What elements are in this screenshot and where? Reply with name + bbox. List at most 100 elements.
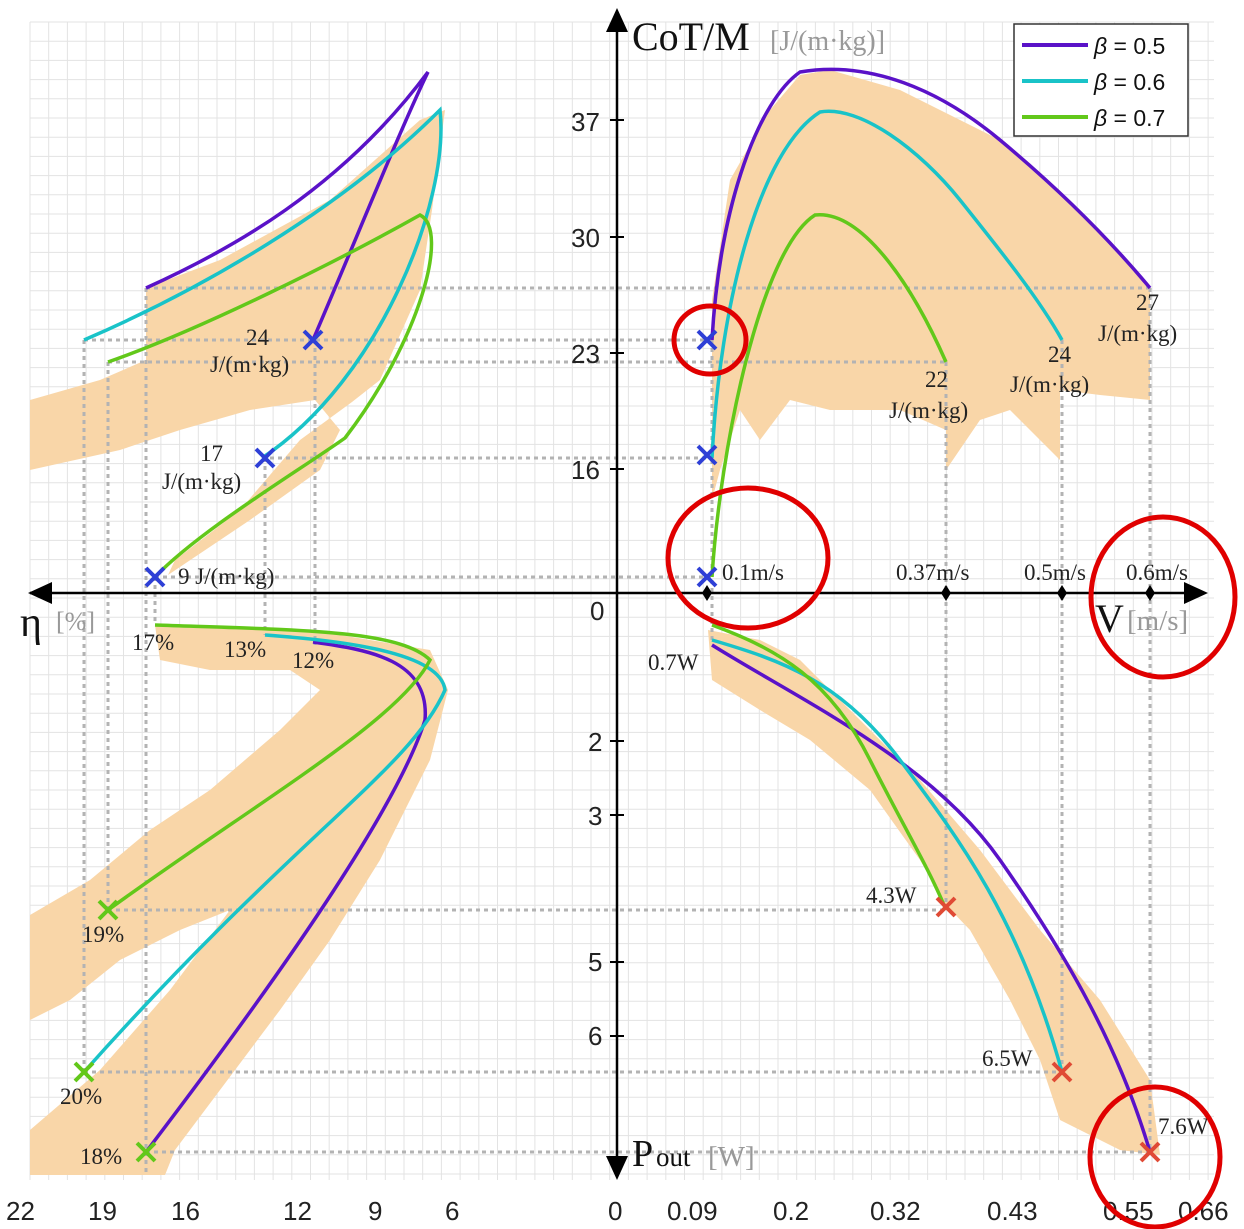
efficiency-value-label: 20% bbox=[60, 1084, 102, 1109]
series-line bbox=[711, 643, 1152, 1153]
start-marker bbox=[696, 566, 718, 588]
guide-lines bbox=[82, 286, 1152, 1175]
y-top-axis-title: CoT/M bbox=[632, 14, 750, 59]
highlight-circle bbox=[1087, 1084, 1223, 1229]
cot-end-label: J/(m·kg) bbox=[1010, 372, 1089, 397]
series-line bbox=[711, 638, 1064, 1073]
end-marker bbox=[935, 896, 957, 918]
series-line bbox=[711, 623, 948, 911]
power-value-label: 0.7W bbox=[648, 650, 699, 675]
series-line bbox=[106, 623, 433, 912]
uncertainty-band bbox=[30, 625, 448, 1175]
uncertainty-band bbox=[30, 110, 445, 575]
legend-label: β = 0.5 bbox=[1093, 33, 1165, 59]
velocity-tick-label: 0.32 bbox=[870, 1196, 921, 1226]
uncertainty-band bbox=[708, 630, 1160, 1155]
cot-tick-label: 30 bbox=[571, 223, 600, 253]
cot-start-label: J/(m·kg) bbox=[162, 469, 241, 494]
uncertainty-band bbox=[712, 70, 1150, 500]
start-marker bbox=[696, 329, 718, 351]
velocity-value-label: 0.1m/s bbox=[722, 560, 784, 585]
axes bbox=[28, 8, 1208, 1180]
efficiency-tick-label: 6 bbox=[445, 1196, 459, 1226]
velocity-tick-diamond bbox=[702, 585, 712, 601]
velocity-value-label: 0.37m/s bbox=[896, 560, 970, 585]
up-arrow bbox=[606, 8, 628, 32]
velocity-value-label: 0.5m/s bbox=[1024, 560, 1086, 585]
legend-label: β = 0.7 bbox=[1093, 105, 1165, 131]
series-line bbox=[82, 633, 447, 1074]
power-value-label: 6.5W bbox=[982, 1046, 1033, 1071]
cot-end-label: 27 bbox=[1136, 290, 1159, 315]
series-curves bbox=[82, 67, 1152, 1154]
power-tick-label: 5 bbox=[588, 947, 602, 977]
markers bbox=[73, 329, 1161, 1163]
cot-end-label: 22 bbox=[925, 367, 948, 392]
x-right-axis-unit: [m/s] bbox=[1127, 605, 1188, 637]
down-arrow bbox=[606, 1156, 628, 1180]
y-bottom-axis-title: P bbox=[632, 1133, 653, 1175]
velocity-value-label: 0.6m/s bbox=[1126, 560, 1188, 585]
highlight-circle bbox=[665, 485, 831, 631]
legend-label: β = 0.6 bbox=[1093, 69, 1165, 95]
series-line bbox=[83, 106, 443, 460]
start-marker bbox=[696, 444, 718, 466]
velocity-tick-label: 0.43 bbox=[987, 1196, 1038, 1226]
highlight-circle bbox=[1088, 514, 1238, 680]
highlight-circles bbox=[665, 303, 1238, 1229]
cot-start-label: 24 bbox=[246, 325, 270, 350]
series-line bbox=[107, 213, 434, 579]
series-line bbox=[144, 640, 427, 1154]
efficiency-tick-label: 12 bbox=[283, 1196, 312, 1226]
y-top-axis-unit: [J/(m·kg)] bbox=[770, 26, 885, 57]
velocity-tick-diamond bbox=[1145, 585, 1155, 601]
cot-end-label: 24 bbox=[1048, 342, 1072, 367]
start-marker bbox=[144, 566, 166, 588]
highlight-circle bbox=[671, 303, 749, 377]
y-bottom-axis-unit: [W] bbox=[708, 1141, 755, 1173]
power-tick-label: 3 bbox=[588, 801, 602, 831]
velocity-tick-diamond bbox=[1057, 585, 1067, 601]
efficiency-end-marker bbox=[135, 1141, 157, 1163]
y-bottom-axis-subscript: out bbox=[656, 1142, 691, 1172]
velocity-tick-diamond bbox=[941, 585, 951, 601]
cot-tick-label: 37 bbox=[571, 107, 600, 137]
cot-start-label: J/(m·kg) bbox=[210, 352, 289, 377]
efficiency-end-marker bbox=[97, 899, 119, 921]
x-left-axis-title: η bbox=[20, 600, 42, 646]
velocity-tick-label: 0.09 bbox=[667, 1196, 718, 1226]
legend: β = 0.5 β = 0.6 β = 0.7 bbox=[1013, 23, 1189, 137]
efficiency-tick-label: 16 bbox=[171, 1196, 200, 1226]
power-tick-label: 2 bbox=[588, 727, 602, 757]
start-marker bbox=[302, 329, 324, 351]
end-marker bbox=[1051, 1061, 1073, 1083]
efficiency-tick-label: 22 bbox=[6, 1196, 35, 1226]
efficiency-tick-label: 19 bbox=[88, 1196, 117, 1226]
power-tick-label: 6 bbox=[588, 1021, 602, 1051]
x-left-axis-unit: [%] bbox=[56, 607, 95, 636]
series-line bbox=[710, 67, 1152, 341]
cot-end-label: J/(m·kg) bbox=[889, 398, 968, 423]
power-value-label: 7.6W bbox=[1158, 1114, 1209, 1139]
cot-start-label: 17 bbox=[200, 441, 223, 466]
right-arrow bbox=[1184, 582, 1208, 604]
series-line bbox=[145, 70, 430, 341]
velocity-tick-label: 0.2 bbox=[773, 1196, 809, 1226]
start-marker bbox=[254, 447, 276, 469]
efficiency-value-label: 18% bbox=[80, 1144, 122, 1169]
efficiency-value-label: 12% bbox=[292, 648, 334, 673]
efficiency-value-label: 13% bbox=[224, 637, 266, 662]
cot-tick-label: 16 bbox=[571, 455, 600, 485]
series-line bbox=[710, 213, 948, 578]
efficiency-value-label: 19% bbox=[82, 922, 124, 947]
end-marker bbox=[1139, 1141, 1161, 1163]
series-line bbox=[710, 109, 1064, 459]
efficiency-tick-label: 9 bbox=[368, 1196, 382, 1226]
efficiency-end-marker bbox=[73, 1061, 95, 1083]
cot-tick-label: 23 bbox=[571, 339, 600, 369]
cot-start-label: 9 J/(m·kg) bbox=[178, 564, 274, 589]
velocity-tick-label: 0 bbox=[608, 1196, 622, 1226]
cot-end-label: J/(m·kg) bbox=[1098, 321, 1177, 346]
power-value-label: 4.3W bbox=[866, 883, 917, 908]
